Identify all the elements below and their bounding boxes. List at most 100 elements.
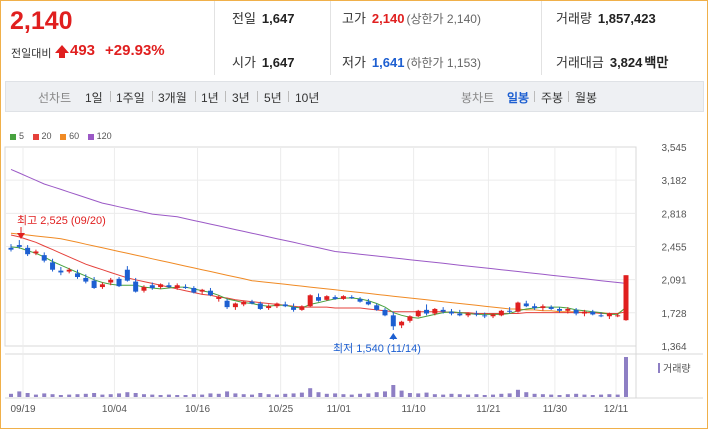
- high-value: 2,140: [371, 11, 405, 26]
- candle-body: [623, 275, 629, 321]
- y-tick-label: 3,545: [661, 143, 686, 154]
- toolbar-divider: [110, 91, 111, 102]
- volume-bar: [274, 394, 279, 397]
- candle-period-monthly[interactable]: 월봉: [575, 91, 598, 105]
- open-value: 1,647: [261, 55, 295, 70]
- volume-bar: [565, 394, 570, 397]
- volume-bar: [507, 393, 512, 397]
- line-period-5y[interactable]: 5년: [264, 91, 282, 105]
- toolbar-divider: [288, 91, 289, 102]
- volume-bar: [191, 394, 196, 397]
- low-annotation: 최저 1,540 (11/14): [333, 342, 421, 355]
- volume-legend-swatch: [658, 363, 660, 373]
- volume-bar: [432, 394, 437, 397]
- volume-bar: [42, 393, 47, 397]
- volume-bar: [424, 392, 429, 397]
- candle-body: [207, 290, 213, 296]
- line-period-1y[interactable]: 1년: [201, 91, 219, 105]
- candle-body: [282, 304, 288, 307]
- change-value: 493: [70, 42, 96, 59]
- volume-bar: [532, 393, 537, 397]
- volume-bar: [241, 394, 246, 397]
- toolbar-divider: [225, 91, 226, 102]
- candle-body: [407, 316, 413, 321]
- volume-bar: [416, 393, 421, 397]
- change-percent: +29.93%: [105, 42, 165, 59]
- change-label: 전일대비: [11, 48, 52, 60]
- volume-bar: [316, 392, 321, 397]
- candle-period-weekly[interactable]: 주봉: [541, 91, 564, 105]
- candle-body: [432, 308, 438, 314]
- volume-stat: 거래량 1,857,423: [556, 8, 656, 27]
- volume-bar: [607, 394, 612, 397]
- candle-body: [249, 301, 255, 304]
- candle-body: [523, 303, 529, 307]
- legend-label: 120: [96, 131, 112, 141]
- y-tick-label: 2,455: [661, 242, 686, 253]
- volume-bar: [599, 394, 604, 397]
- y-tick-label: 1,728: [661, 309, 686, 320]
- candle-body: [108, 279, 114, 283]
- candle-body: [540, 306, 546, 309]
- candle-body: [299, 306, 305, 310]
- volume-bar: [108, 394, 113, 397]
- volume-bar: [283, 393, 288, 397]
- candle-body: [515, 302, 521, 312]
- volume-bar: [175, 395, 180, 397]
- candle-body: [340, 296, 346, 299]
- candle-body: [266, 306, 272, 309]
- y-axis-labels: 3,545 3,182 2,818 2,455 2,091 1,728 1,364: [661, 143, 686, 353]
- volume-bar: [50, 394, 55, 397]
- candle-body: [473, 313, 479, 315]
- candle-body: [58, 270, 64, 273]
- candle-body: [199, 289, 205, 292]
- volume-bar: [457, 394, 462, 397]
- volume-bar: [441, 394, 446, 397]
- candle-body: [83, 277, 89, 282]
- x-tick-label: 10/04: [102, 404, 127, 415]
- volume-bar: [549, 394, 554, 397]
- x-tick-label: 12/11: [604, 404, 629, 415]
- candle-period-daily[interactable]: 일봉: [507, 91, 530, 105]
- volume-bar: [33, 394, 38, 397]
- up-arrow-icon: [55, 45, 69, 58]
- volume-bar: [349, 394, 354, 397]
- candle-body: [241, 301, 247, 305]
- legend-label: 5: [19, 131, 25, 141]
- candle-body: [457, 313, 463, 316]
- volume-bar: [374, 392, 379, 397]
- volume-bar: [208, 393, 213, 397]
- volume-bar: [92, 393, 97, 397]
- legend-swatch: [10, 133, 16, 140]
- prev-close-value: 1,647: [261, 11, 295, 26]
- volume-legend-label: 거래량: [663, 363, 691, 375]
- candle-body: [116, 278, 122, 287]
- candle-body: [573, 309, 579, 314]
- line-period-1d[interactable]: 1일: [85, 91, 103, 105]
- volume-bars: [9, 357, 628, 397]
- stat-divider: [330, 1, 331, 75]
- candle-body: [183, 287, 189, 289]
- moving-average-lines: [10, 168, 627, 319]
- volume-bar: [474, 394, 479, 397]
- line-period-3m[interactable]: 3개월: [158, 91, 187, 105]
- high-stat: 고가 2,140 (상한가 2,140): [342, 8, 481, 27]
- volume-bar: [291, 393, 296, 397]
- candle-body: [66, 269, 72, 272]
- x-tick-label: 11/01: [327, 404, 352, 415]
- volume-bar: [258, 393, 263, 397]
- volume-bar: [407, 393, 412, 397]
- candle-body: [507, 310, 513, 312]
- candle-body: [382, 309, 388, 316]
- line-period-3y[interactable]: 3년: [232, 91, 250, 105]
- current-price: 2,140: [10, 7, 73, 35]
- line-period-1w[interactable]: 1주일: [116, 91, 145, 105]
- candle-body: [149, 285, 155, 288]
- volume-bar: [324, 393, 329, 397]
- candle-body: [291, 307, 297, 310]
- volume-bar: [624, 357, 628, 397]
- prev-close-label: 전일: [232, 11, 256, 26]
- line-period-10y[interactable]: 10년: [295, 91, 320, 105]
- x-tick-label: 11/30: [543, 404, 568, 415]
